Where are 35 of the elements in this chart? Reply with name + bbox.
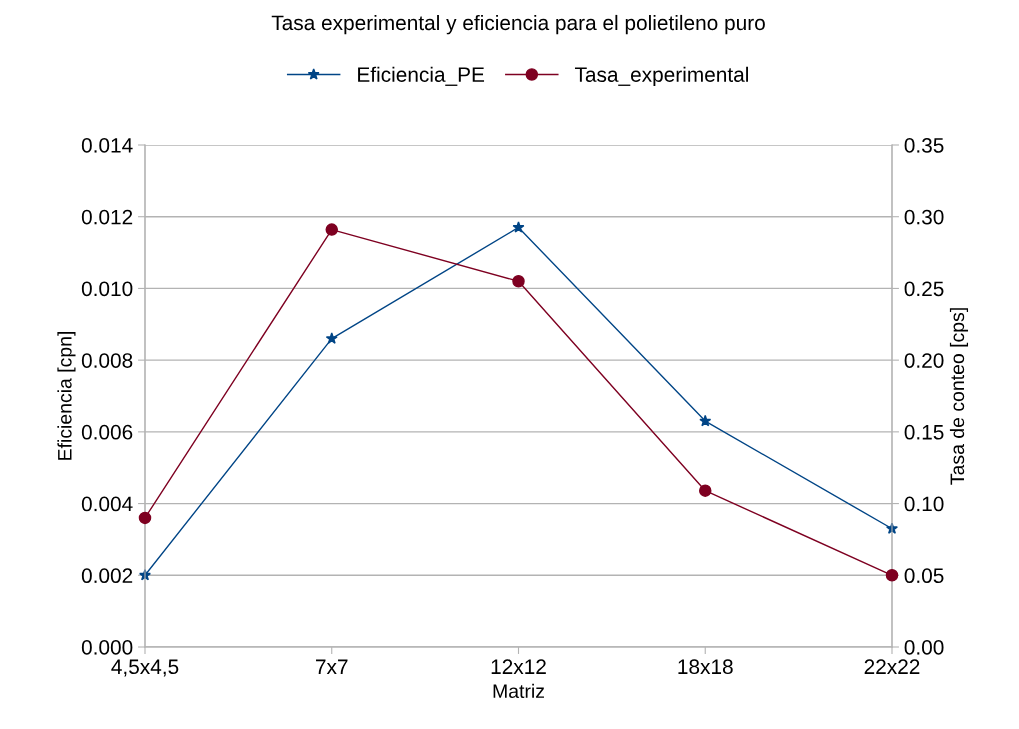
point [138,511,152,525]
x-tick-label: 4,5x4,5 [111,659,179,677]
point [699,414,712,427]
y-tick-label: 0.006 [81,424,133,440]
point [885,569,899,582]
y-tick-label: 0.004 [81,496,133,512]
y-tick-label: 0.002 [81,568,133,584]
y2-tick-label: 0.00 [904,640,944,655]
y2-tick-label: 0.35 [904,138,944,153]
y2-axis-title: Tasa de conteo [cps] [949,308,969,485]
x-axis-title: Matriz [493,683,544,699]
y-tick-label: 0.012 [81,209,133,225]
x-tick-label: 22x22 [864,659,920,674]
y2-tick-label: 0.20 [904,353,944,368]
x-tick-label: 7x7 [316,659,348,674]
y2-tick-label: 0.15 [904,424,944,440]
y-axis-title: Eficiencia [cpn] [57,332,76,460]
point [325,332,338,344]
y2-tick-label: 0.05 [904,568,944,584]
point [698,484,712,497]
x-tick-label: 12x12 [491,659,546,674]
point [325,223,339,236]
x-tick-label: 18x18 [678,659,733,675]
y2-tick-label: 0.30 [904,209,944,225]
point [512,221,525,233]
y-tick-label: 0.000 [81,640,133,655]
y-tick-label: 0.008 [81,353,133,368]
chart-title: Tasa experimental y eficiencia para el polietileno puro [271,14,765,35]
y-tick-label: 0.014 [81,138,133,153]
point [512,275,525,288]
y2-tick-label: 0.10 [904,496,944,512]
y-tick-label: 0.010 [81,281,133,297]
y2-tick-label: 0.25 [904,281,944,297]
legend-label: Eficiencia_PE [358,66,485,86]
legend-label: Tasa_experimental [574,66,748,87]
